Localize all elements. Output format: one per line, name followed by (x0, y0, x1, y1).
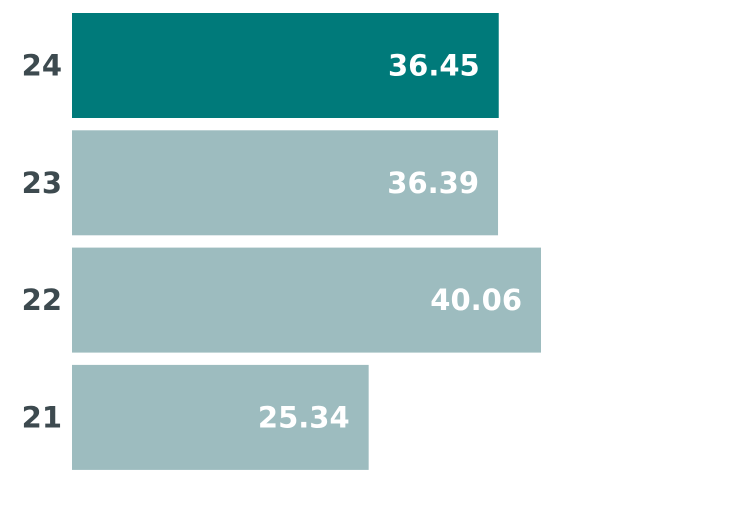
bar (72, 364, 369, 470)
category-label: 23 (22, 166, 62, 200)
category-label: 21 (22, 400, 62, 434)
bar (72, 13, 499, 118)
value-label: 40.06 (430, 283, 522, 317)
bar (72, 247, 541, 353)
category-label: 24 (22, 49, 62, 83)
value-label: 25.34 (258, 400, 350, 434)
category-label: 22 (22, 283, 62, 317)
value-label: 36.39 (387, 166, 479, 200)
value-label: 36.45 (388, 49, 480, 83)
bar (72, 130, 499, 236)
